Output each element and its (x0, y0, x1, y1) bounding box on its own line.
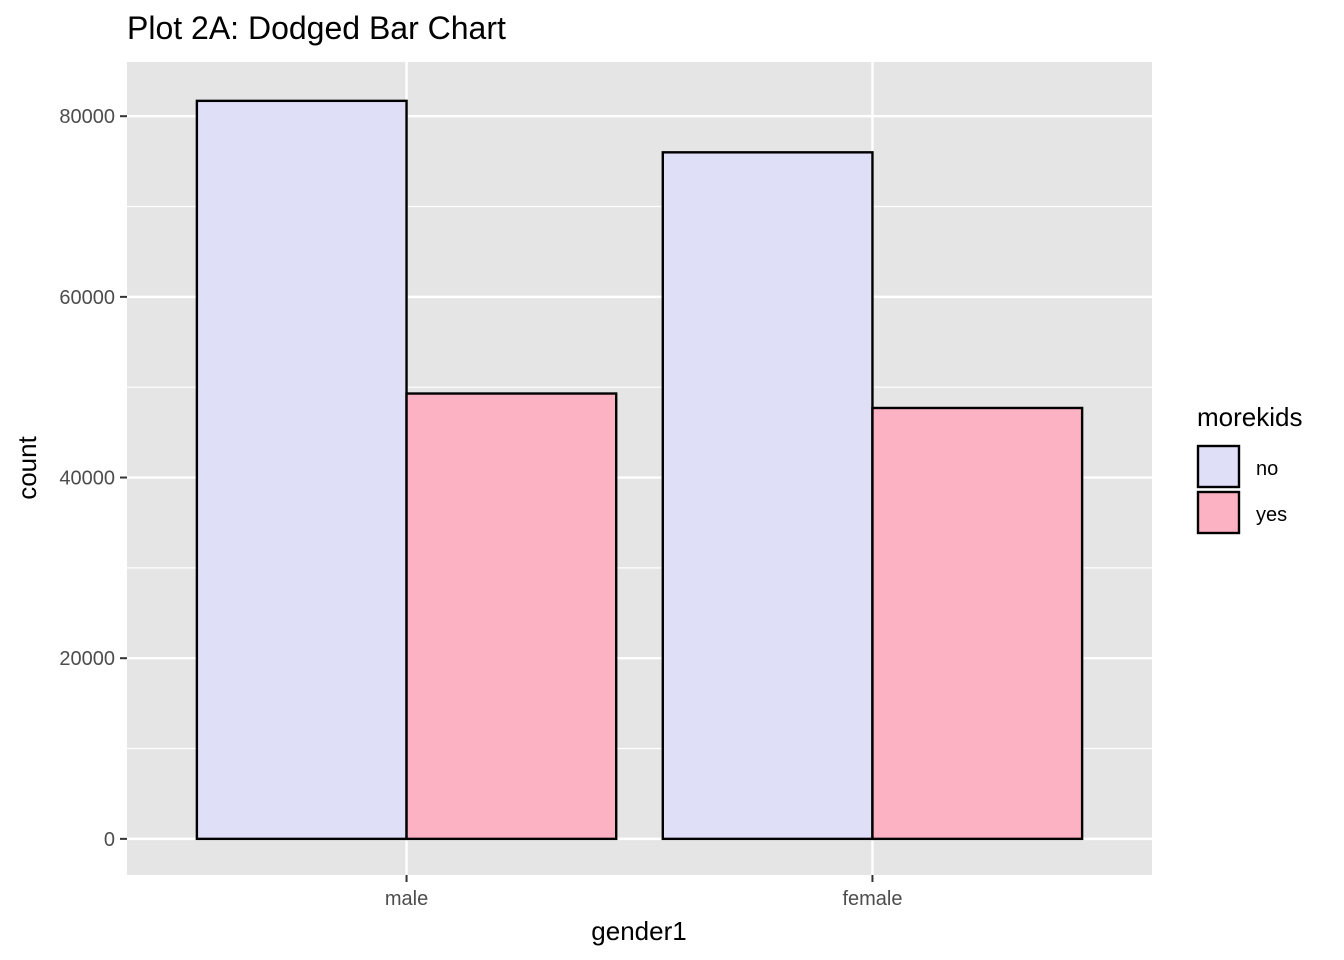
bar-male-no (195, 99, 408, 841)
x-axis: male female (385, 875, 902, 910)
y-axis-title: count (12, 435, 42, 499)
y-axis: 0 20000 40000 60000 80000 (59, 106, 127, 851)
y-tick-label: 80000 (59, 106, 115, 128)
legend-title: morekids (1197, 402, 1302, 432)
chart-title: Plot 2A: Dodged Bar Chart (127, 10, 506, 46)
bars (195, 99, 1084, 841)
x-tick-label: male (385, 888, 428, 910)
y-tick-label: 20000 (59, 648, 115, 670)
legend-label-no: no (1256, 458, 1278, 480)
x-tick-label: female (842, 888, 902, 910)
legend-key-yes (1196, 490, 1241, 535)
y-tick-label: 0 (104, 829, 115, 851)
legend-label-yes: yes (1256, 504, 1287, 526)
bar-female-no (661, 151, 874, 841)
legend: morekids no yes (1196, 402, 1302, 535)
x-axis-title: gender1 (591, 916, 686, 946)
y-tick-label: 40000 (59, 468, 115, 490)
legend-key-no (1196, 444, 1241, 489)
bar-male-yes (405, 392, 618, 841)
bar-female-yes (871, 406, 1084, 841)
y-tick-label: 60000 (59, 287, 115, 309)
